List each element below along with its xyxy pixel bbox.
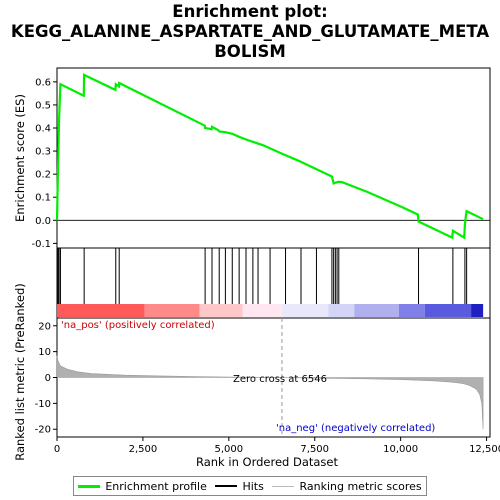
x-tick-label: 5,000 <box>215 444 244 455</box>
rank-color-segment <box>424 304 472 317</box>
es-y-tick-label: 0.1 <box>35 193 51 204</box>
legend-swatch-black <box>215 485 238 487</box>
title-line-2: KEGG_ALANINE_ASPARTATE_AND_GLUTAMATE_MET… <box>10 22 490 41</box>
legend-label-enrichment-profile: Enrichment profile <box>105 479 207 493</box>
rank-color-segment <box>57 304 145 317</box>
legend-swatch-gray <box>272 485 295 487</box>
metric-y-tick-label: 10 <box>38 347 51 358</box>
metric-y-axis-label: Ranked list metric (PreRanked) <box>13 283 27 461</box>
hits-panel <box>56 247 491 319</box>
chart-title: Enrichment plot: KEGG_ALANINE_ASPARTATE_… <box>0 2 500 62</box>
legend-label-ranking-metric: Ranking metric scores <box>299 479 422 493</box>
es-panel: -0.1 0.0 0.1 0.2 0.3 0.4 0.5 0.6 <box>31 67 491 250</box>
es-y-tick-label: 0.2 <box>35 170 51 181</box>
rank-color-segment <box>144 304 200 317</box>
es-y-tick-label: 0.4 <box>35 124 51 135</box>
title-line-1: Enrichment plot: <box>172 2 328 21</box>
es-y-tick-label: 0.0 <box>35 216 51 227</box>
legend-item-enrichment-profile: Enrichment profile <box>78 480 207 493</box>
x-tick-label: 7,500 <box>300 444 329 455</box>
rank-color-segment <box>354 304 399 317</box>
rank-color-segment <box>282 304 329 317</box>
es-y-axis-label: Enrichment score (ES) <box>13 94 27 222</box>
metric-area <box>56 355 484 430</box>
x-tick-label: 10,000 <box>383 444 418 455</box>
na-pos-label: 'na_pos' (positively correlated) <box>61 320 215 331</box>
es-y-tick-label: -0.1 <box>31 239 51 250</box>
es-y-tick-label: 0.6 <box>35 77 51 88</box>
metric-panel: -20 -10 0 10 20 0 2,500 5,000 7,500 10,000 12,500 <box>35 317 500 455</box>
es-plot-frame <box>56 67 491 249</box>
x-tick-label: 2,500 <box>129 444 158 455</box>
metric-y-tick-label: 0 <box>45 373 51 384</box>
zero-cross-label: Zero cross at 6546 <box>233 374 327 385</box>
x-tick-label: 0 <box>54 444 60 455</box>
legend-item-hits: Hits <box>215 479 264 493</box>
legend: Enrichment profile Hits Ranking metric s… <box>73 476 427 496</box>
es-y-tick-label: 0.5 <box>35 100 51 111</box>
rank-color-segment <box>328 304 355 317</box>
rank-color-segment <box>199 304 243 317</box>
legend-label-hits: Hits <box>242 479 264 493</box>
legend-swatch-green <box>78 484 101 488</box>
metric-y-tick-label: -10 <box>35 399 51 410</box>
title-line-3: BOLISM <box>214 42 286 61</box>
rank-color-segment <box>242 304 283 317</box>
x-tick-label: 12,500 <box>469 444 500 455</box>
es-series-line <box>55 73 484 240</box>
legend-item-ranking-metric: Ranking metric scores <box>272 479 422 493</box>
x-axis-label: Rank in Ordered Dataset <box>196 455 339 469</box>
metric-y-tick-label: -20 <box>35 425 51 436</box>
na-neg-label: 'na_neg' (negatively correlated) <box>276 423 435 434</box>
metric-y-tick-label: 20 <box>38 321 51 332</box>
rank-color-segment <box>398 304 425 317</box>
rank-color-segment <box>471 304 484 317</box>
es-y-tick-label: 0.3 <box>35 147 51 158</box>
